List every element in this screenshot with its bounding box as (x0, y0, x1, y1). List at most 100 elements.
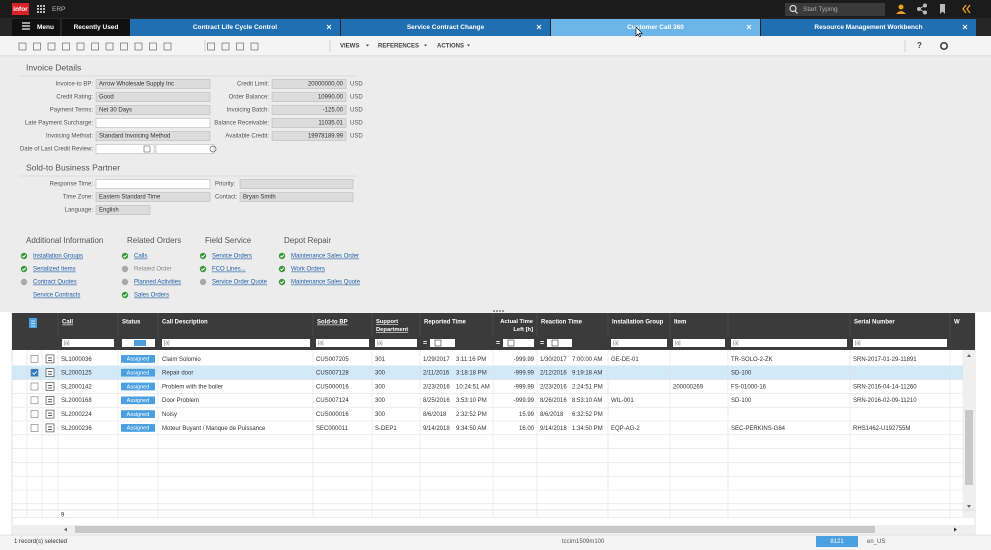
column-header[interactable]: Installation Group (612, 320, 664, 326)
select-all-icon[interactable] (29, 318, 37, 328)
toolbar-icon[interactable] (120, 42, 128, 51)
toolbar-icon[interactable] (91, 42, 99, 51)
filter-input[interactable] (430, 339, 455, 347)
field-input[interactable] (95, 192, 211, 202)
field-input[interactable] (95, 118, 211, 128)
share-icon[interactable] (917, 3, 927, 15)
row-checkbox[interactable] (30, 382, 39, 391)
tab-close[interactable] (962, 24, 968, 30)
tab[interactable] (130, 19, 340, 36)
tab-label[interactable]: Resource Management Workbench (814, 24, 922, 31)
filter-input[interactable] (375, 339, 417, 347)
field-input[interactable] (95, 92, 211, 102)
field-input[interactable] (95, 179, 211, 189)
toolbar-icon[interactable] (76, 42, 85, 51)
company-box[interactable] (816, 536, 858, 547)
toolbar-icon[interactable] (163, 42, 172, 51)
user-icon[interactable] (896, 4, 906, 15)
h-scroll-thumb[interactable] (75, 526, 875, 533)
v-scroll-thumb[interactable] (965, 410, 973, 485)
link[interactable]: Work Orders (291, 267, 325, 273)
link[interactable]: Planned Activities (134, 280, 181, 286)
tab-label[interactable]: Contract Life Cycle Control (193, 24, 277, 31)
field-input[interactable] (95, 205, 151, 215)
tab-close[interactable] (746, 24, 752, 30)
row-open-icon[interactable] (45, 409, 55, 419)
filter-operator[interactable]: = (423, 340, 427, 347)
row-open-icon[interactable] (45, 423, 55, 433)
tab-label[interactable]: Service Contract Change (407, 24, 485, 31)
link[interactable]: Maintenance Sales Quote (291, 280, 361, 286)
tab[interactable] (761, 19, 976, 36)
column-header[interactable]: Reported Time (424, 320, 467, 326)
time-input[interactable] (155, 144, 215, 154)
column-header[interactable]: Status (122, 320, 141, 326)
link[interactable]: Installation Groups (33, 254, 83, 260)
help[interactable]: ? (917, 41, 922, 50)
tab-close[interactable] (326, 24, 332, 30)
row-open-icon[interactable] (45, 382, 55, 391)
filter-input[interactable] (316, 339, 369, 347)
filter-input[interactable] (547, 339, 572, 347)
tab[interactable] (551, 19, 760, 36)
filter-operator[interactable]: = (540, 340, 544, 347)
tab[interactable] (62, 19, 130, 36)
field-input[interactable] (239, 179, 354, 189)
filter-input[interactable] (673, 339, 725, 347)
filter-input[interactable] (503, 339, 534, 347)
field-input[interactable] (95, 131, 211, 141)
link[interactable]: Calls (134, 254, 147, 260)
field-input[interactable] (95, 79, 211, 89)
filter-input[interactable] (731, 339, 847, 347)
row-checkbox[interactable] (30, 410, 39, 418)
column-header[interactable]: Item (674, 320, 686, 326)
row-open-icon[interactable] (45, 395, 55, 405)
link[interactable]: Service Order Quote (212, 280, 268, 286)
toolbar-icon[interactable] (18, 42, 27, 51)
filter-input[interactable] (62, 339, 114, 347)
link[interactable]: Service Orders (212, 254, 252, 260)
toolbar-icon[interactable] (250, 42, 259, 51)
tab-label[interactable]: Menu (37, 24, 54, 31)
toolbar-menu[interactable]: REFERENCES (378, 44, 419, 50)
column-header[interactable]: Support Department (376, 319, 408, 333)
h-scroll-right[interactable] (954, 527, 957, 532)
toolbar-icon[interactable] (62, 42, 70, 51)
column-header[interactable]: Call (62, 320, 73, 326)
app-grid-icon[interactable] (37, 5, 45, 13)
row-checkbox[interactable] (30, 368, 39, 377)
toolbar-icon[interactable] (207, 42, 215, 51)
tab-label[interactable]: Recently Used (74, 24, 119, 31)
column-header[interactable]: Reaction Time (541, 320, 583, 326)
date-input[interactable] (95, 144, 155, 154)
column-header[interactable]: Call Description (162, 320, 208, 326)
tab-label[interactable]: Customer Call 360 (627, 24, 684, 31)
toolbar-icon[interactable] (134, 42, 143, 51)
h-scroll-left[interactable] (64, 527, 67, 532)
link[interactable]: Service Contracts (33, 293, 80, 299)
filter-input[interactable] (611, 339, 667, 347)
search-box[interactable] (785, 3, 885, 16)
settings-icon[interactable] (939, 41, 948, 50)
row-checkbox[interactable] (30, 396, 39, 405)
toolbar-icon[interactable] (33, 42, 41, 51)
column-header[interactable]: Serial Number (854, 320, 895, 326)
column-header[interactable]: Sold-to BP (317, 320, 348, 326)
collapse-icon[interactable] (962, 4, 971, 14)
filter-input[interactable] (162, 339, 310, 347)
field-input[interactable] (95, 105, 211, 115)
toolbar-menu[interactable]: VIEWS (340, 44, 359, 50)
row-checkbox[interactable] (30, 355, 39, 363)
v-scroll-up[interactable] (967, 354, 971, 357)
link[interactable]: Sales Orders (134, 293, 169, 299)
link[interactable]: Maintenance Sales Order (291, 254, 359, 260)
filter-operator[interactable]: = (496, 340, 500, 347)
v-scroll-down[interactable] (967, 505, 971, 508)
link[interactable]: Contract Quotes (33, 280, 77, 286)
toolbar-menu[interactable]: ACTIONS (437, 44, 464, 50)
tab-close[interactable] (536, 24, 542, 30)
bookmark-icon[interactable] (940, 4, 945, 14)
tab[interactable] (341, 19, 550, 36)
toolbar-icon[interactable] (47, 42, 56, 51)
toolbar-icon[interactable] (105, 42, 114, 51)
